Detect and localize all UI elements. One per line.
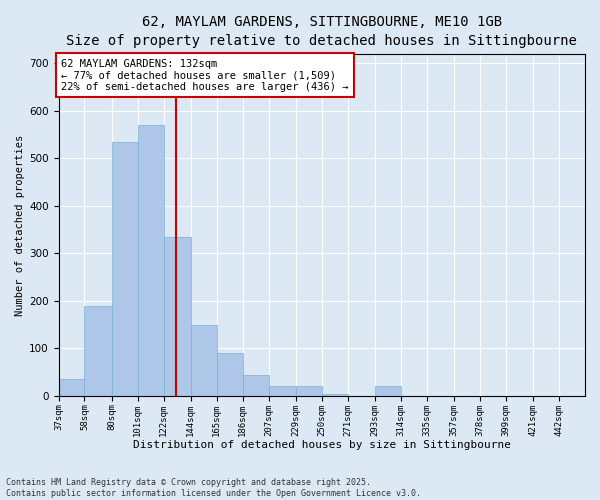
Bar: [242, 374, 269, 396]
X-axis label: Distribution of detached houses by size in Sittingbourne: Distribution of detached houses by size …: [133, 440, 511, 450]
Bar: [137, 125, 164, 396]
Bar: [296, 386, 322, 396]
Y-axis label: Number of detached properties: Number of detached properties: [15, 134, 25, 316]
Bar: [191, 324, 217, 396]
Bar: [164, 237, 191, 396]
Bar: [217, 353, 242, 396]
Bar: [322, 394, 348, 396]
Bar: [59, 380, 85, 396]
Bar: [112, 142, 137, 396]
Title: 62, MAYLAM GARDENS, SITTINGBOURNE, ME10 1GB
Size of property relative to detache: 62, MAYLAM GARDENS, SITTINGBOURNE, ME10 …: [67, 15, 577, 48]
Bar: [269, 386, 296, 396]
Text: Contains HM Land Registry data © Crown copyright and database right 2025.
Contai: Contains HM Land Registry data © Crown c…: [6, 478, 421, 498]
Bar: [375, 386, 401, 396]
Text: 62 MAYLAM GARDENS: 132sqm
← 77% of detached houses are smaller (1,509)
22% of se: 62 MAYLAM GARDENS: 132sqm ← 77% of detac…: [61, 58, 349, 92]
Bar: [85, 306, 112, 396]
